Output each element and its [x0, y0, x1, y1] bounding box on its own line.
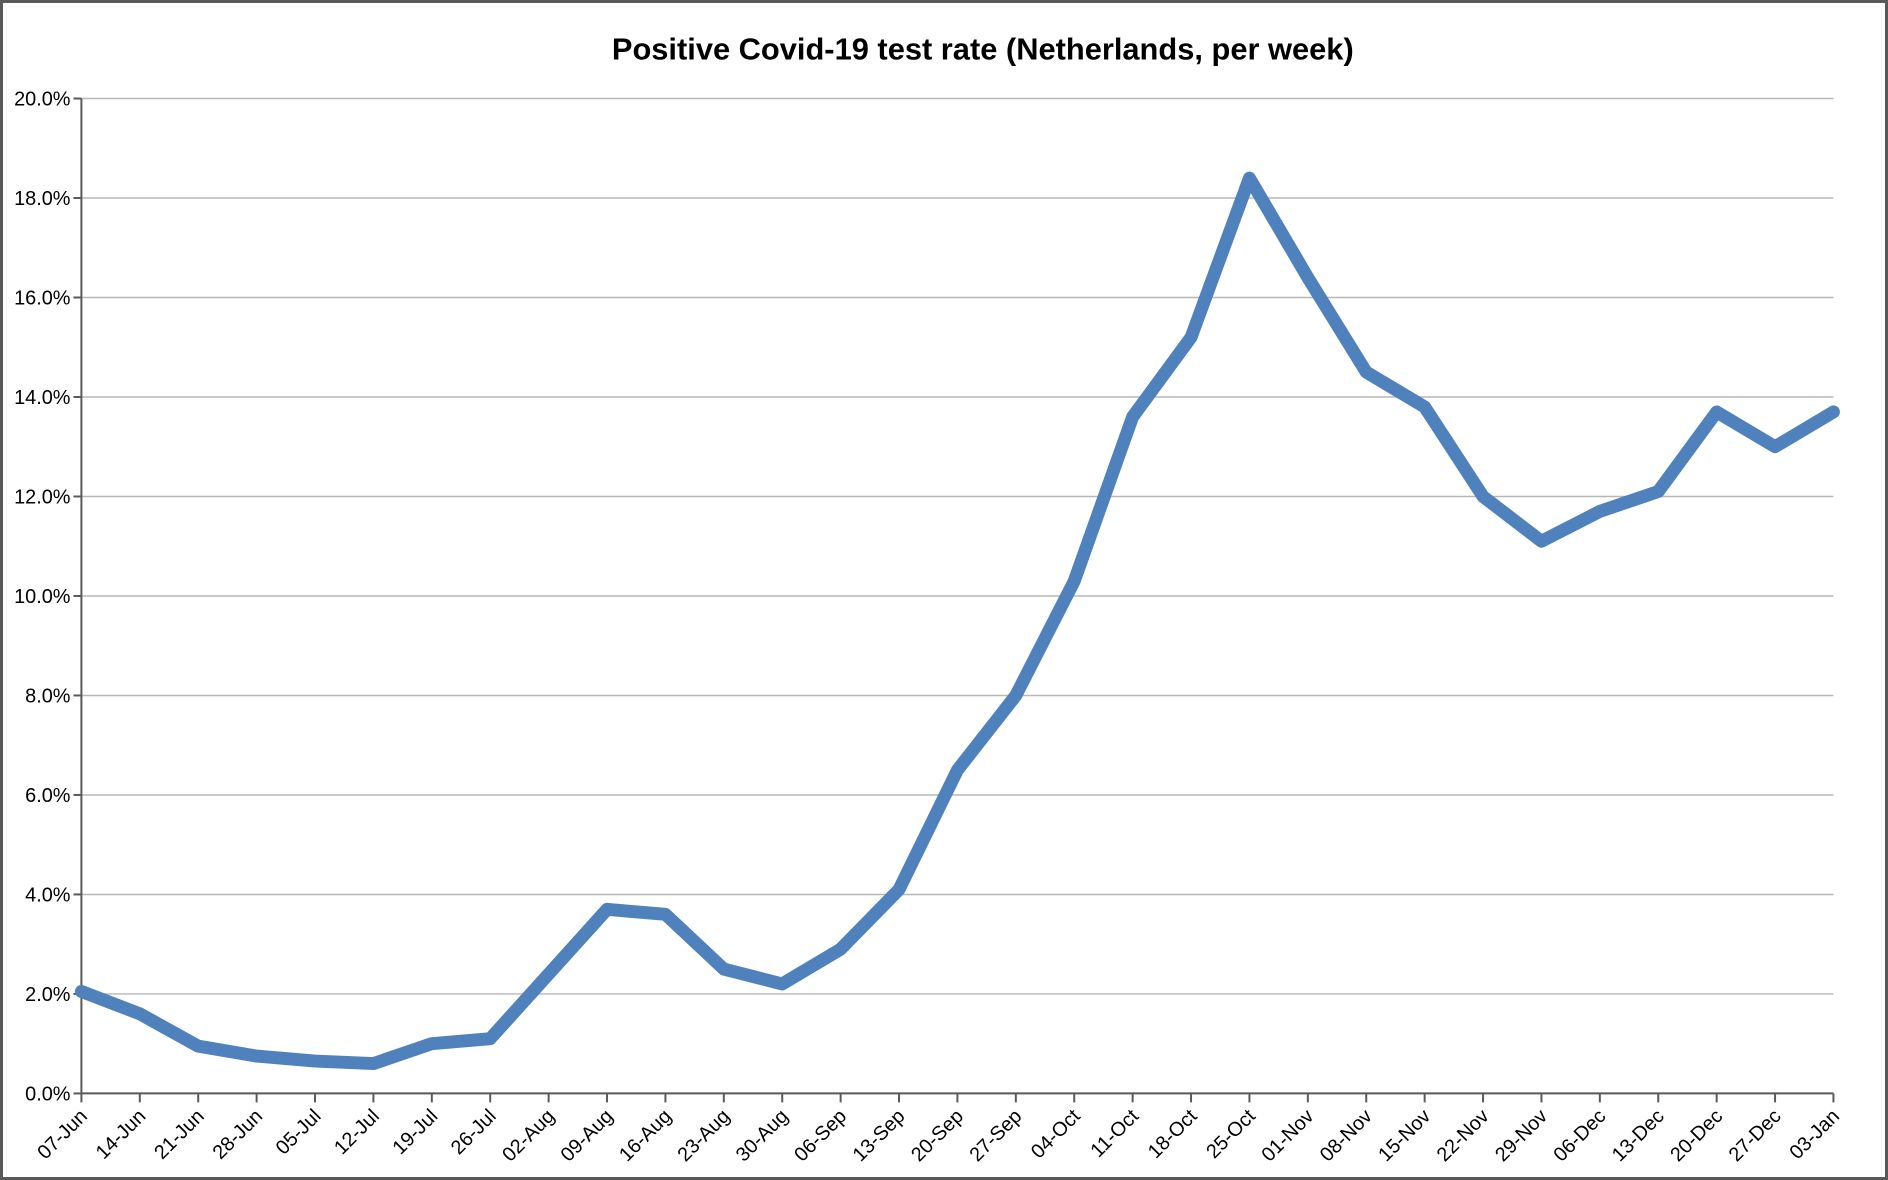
- x-axis-tick-label: 25-Oct: [1202, 1105, 1260, 1163]
- y-axis-tick-label: 8.0%: [25, 685, 70, 707]
- y-axis-tick-label: 4.0%: [25, 884, 70, 906]
- x-axis-tick-label: 20-Sep: [907, 1105, 968, 1166]
- x-axis-tick-label: 15-Nov: [1374, 1105, 1435, 1166]
- label-layer: 0.0% 2.0% 4.0% 6.0% 8.0% 10.0% 12.0% 14.0% 16.0%…: [14, 88, 1844, 1166]
- x-axis-tick-label: 28-Jun: [209, 1105, 268, 1164]
- y-axis-tick-label: 2.0%: [25, 984, 70, 1006]
- y-axis-tick-label: 20.0%: [14, 88, 70, 110]
- x-axis-tick-label: 06-Sep: [790, 1105, 851, 1166]
- y-axis-tick-label: 14.0%: [14, 387, 70, 409]
- x-axis-tick-label: 20-Dec: [1666, 1105, 1727, 1166]
- x-axis-tick-label: 27-Sep: [965, 1105, 1026, 1166]
- x-axis-tick-label: 05-Jul: [272, 1105, 326, 1159]
- x-axis-tick-label: 03-Jan: [1785, 1105, 1844, 1164]
- x-axis-tick-label: 13-Sep: [849, 1105, 910, 1166]
- x-axis-tick-label: 02-Aug: [498, 1105, 559, 1166]
- chart-canvas: 0.0% 2.0% 4.0% 6.0% 8.0% 10.0% 12.0% 14.0% 16.0%…: [14, 32, 1844, 1166]
- y-axis-tick-label: 0.0%: [25, 1083, 70, 1105]
- chart-title: Positive Covid-19 test rate (Netherlands…: [612, 32, 1354, 67]
- x-axis-tick-label: 09-Aug: [557, 1105, 618, 1166]
- x-axis-tick-label: 26-Jul: [447, 1105, 501, 1159]
- series-line: [74, 171, 1840, 1071]
- y-axis-tick-label: 16.0%: [14, 287, 70, 309]
- series-layer: [74, 171, 1840, 1071]
- x-axis-tick-label: 22-Nov: [1433, 1105, 1494, 1166]
- x-axis-tick-label: 18-Oct: [1144, 1105, 1202, 1163]
- x-axis-tick-label: 04-Oct: [1027, 1105, 1085, 1163]
- x-axis-tick-label: 16-Aug: [615, 1105, 676, 1166]
- x-axis-tick-label: 07-Jun: [33, 1105, 92, 1164]
- y-axis-tick-label: 6.0%: [25, 785, 70, 807]
- x-axis-tick-label: 23-Aug: [673, 1105, 734, 1166]
- x-axis-tick-label: 06-Dec: [1549, 1105, 1610, 1166]
- x-axis-tick-label: 30-Aug: [732, 1105, 793, 1166]
- grid-layer: [81, 97, 1834, 995]
- x-axis-tick-label: 13-Dec: [1608, 1105, 1669, 1166]
- x-axis-tick-label: 21-Jun: [150, 1105, 209, 1164]
- x-axis-tick-label: 12-Jul: [330, 1105, 384, 1159]
- axis-layer: [73, 97, 1835, 1103]
- x-axis-tick-label: 19-Jul: [388, 1105, 442, 1159]
- y-axis-tick-label: 10.0%: [14, 586, 70, 608]
- x-axis-tick-label: 14-Jun: [92, 1105, 151, 1164]
- x-axis-tick-label: 11-Oct: [1086, 1105, 1143, 1162]
- x-axis-tick-label: 29-Nov: [1491, 1105, 1552, 1166]
- x-axis-tick-label: 01-Nov: [1257, 1105, 1318, 1166]
- x-axis-tick-label: 27-Dec: [1725, 1105, 1786, 1166]
- y-axis-tick-label: 18.0%: [14, 188, 70, 210]
- x-axis-tick-label: 08-Nov: [1316, 1105, 1377, 1166]
- y-axis-tick-label: 12.0%: [14, 486, 70, 508]
